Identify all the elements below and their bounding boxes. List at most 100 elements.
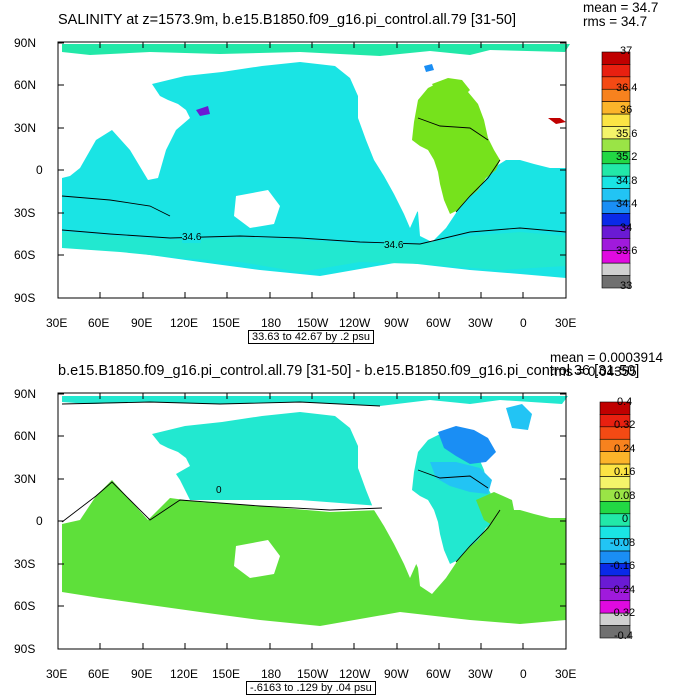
panel1-mediterranean [548, 118, 566, 124]
colorbar-box [601, 262, 631, 276]
panel2-map [58, 393, 568, 649]
lat-label: 60N [14, 429, 37, 443]
panel1-japan-sea [196, 106, 210, 116]
panel1-title: SALINITY at z=1573.9m, b.e15.B1850.f09_g… [58, 12, 517, 28]
lon-label: 30E [555, 667, 577, 681]
panel1-rms: rms = 34.7 [583, 14, 648, 29]
lon-label: 60E [88, 316, 110, 330]
colorbar-label: 34.8 [616, 175, 638, 187]
panel2-atlantic-warm-patch [476, 492, 516, 530]
panel2-atlantic-mid-patch [430, 462, 492, 494]
colorbar-label: 36 [620, 104, 633, 116]
colorbar-label: 34.4 [616, 198, 638, 210]
lon-label: 120W [339, 316, 371, 330]
colorbar-label: 36.4 [616, 82, 638, 94]
lat-label: 90S [14, 291, 36, 305]
colorbar-label: 0.4 [617, 396, 633, 408]
panel2-australia [234, 540, 280, 578]
panel2-south-pacific-indian [62, 480, 566, 626]
lon-label: 120E [170, 667, 199, 681]
panel2-arctic-ocean [62, 396, 568, 406]
colorbar-label: -0.32 [610, 607, 636, 619]
lat-label: 30S [14, 206, 36, 220]
panel2-mean: mean = 0.0003914 [550, 350, 663, 365]
colorbar-label: 35.2 [616, 151, 638, 163]
lat-label: 30N [14, 121, 37, 135]
colorbar-box [601, 275, 631, 289]
panel1-contour [61, 195, 171, 217]
panel2-colorbar [599, 401, 631, 639]
panel1-south-indian-ocean [62, 196, 170, 230]
lon-label: 0 [520, 316, 527, 330]
panel1-contour-label: 34.6 [384, 240, 404, 251]
colorbar-label: -0.24 [610, 584, 636, 596]
colorbar-label: 0.16 [614, 466, 636, 478]
colorbar-label: 35.6 [616, 128, 638, 140]
panel1-arctic-ocean [62, 44, 570, 56]
lon-label: 30E [555, 316, 577, 330]
lon-label: 0 [520, 667, 527, 681]
panel1-atlantic-ocean [412, 82, 500, 214]
panel1-contour [61, 227, 567, 245]
panel1-ne-atlantic-patch [424, 64, 434, 72]
panel2-atlantic-cold-patch [438, 426, 496, 464]
lat-label: 30N [14, 472, 37, 486]
panel1-continents [358, 96, 418, 228]
panel2-contour [61, 401, 381, 407]
lon-label: 180 [261, 667, 282, 681]
panel1-australia [234, 190, 280, 228]
panel1-map [58, 42, 570, 298]
lon-label: 90W [384, 316, 409, 330]
lat-label: 90N [14, 36, 37, 50]
colorbar-label: -0.4 [614, 630, 633, 642]
panel1-colorbar [601, 51, 631, 289]
lon-label: 60W [426, 316, 451, 330]
panel1-ticks [57, 42, 567, 299]
lat-label: 60S [14, 599, 36, 613]
lon-label: 90W [384, 667, 409, 681]
lat-label: 60N [14, 78, 37, 92]
lon-label: 150E [212, 667, 241, 681]
lon-label: 90E [131, 667, 153, 681]
lon-label: 150W [297, 667, 329, 681]
lat-label: 0 [36, 514, 43, 528]
lon-label: 30W [468, 667, 493, 681]
lon-label: 30W [468, 316, 493, 330]
panel1-contour-info: 33.63 to 42.67 by .2 psu [248, 330, 375, 344]
panel2-contour [61, 481, 383, 523]
panel2-ne-atlantic-patch [506, 404, 532, 430]
panel2-contour-label: 0 [216, 485, 222, 496]
colorbar-label: 33.6 [616, 245, 638, 257]
colorbar-box [599, 476, 631, 490]
lon-label: 30E [46, 667, 68, 681]
colorbar-box [599, 501, 631, 515]
panel2-contour [455, 509, 501, 563]
colorbar-label: 37 [620, 45, 633, 57]
lat-label: 60S [14, 248, 36, 262]
lat-label: 90S [14, 642, 36, 656]
colorbar-label: 0.24 [614, 443, 636, 455]
lon-label: 150E [212, 316, 241, 330]
panel2-ticks [57, 393, 567, 650]
panel1-contour [455, 159, 501, 213]
panel2-title: b.e15.B1850.f09_g16.pi_control.all.79 [3… [58, 363, 640, 379]
colorbar-label: -0.08 [610, 537, 636, 549]
colorbar-label: 0 [622, 513, 629, 525]
lon-label: 150W [297, 316, 329, 330]
lon-label: 60W [426, 667, 451, 681]
lat-label: 30S [14, 557, 36, 571]
colorbar-box [601, 138, 631, 152]
lon-label: 120W [339, 667, 371, 681]
lat-label: 90N [14, 387, 37, 401]
panel2-contour [417, 469, 489, 489]
panel1-north-atlantic [432, 78, 470, 98]
lon-label: 90E [131, 316, 153, 330]
lon-label: 60E [88, 667, 110, 681]
colorbar-label: 0.08 [614, 490, 636, 502]
colorbar-label: 34 [620, 222, 633, 234]
colorbar-label: 0.32 [614, 419, 636, 431]
colorbar-label: 33 [620, 280, 633, 292]
panel1-contour [417, 117, 489, 141]
panel1-pacific-ocean [62, 62, 566, 278]
lat-label: 0 [36, 163, 43, 177]
